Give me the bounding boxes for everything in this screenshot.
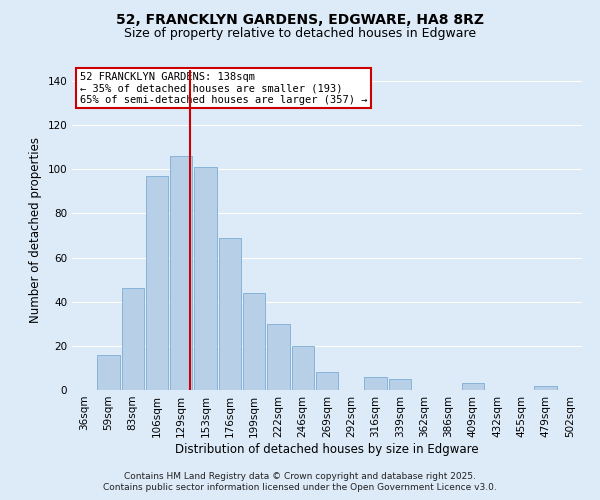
Bar xyxy=(243,293,265,390)
Bar xyxy=(194,167,217,390)
Text: Size of property relative to detached houses in Edgware: Size of property relative to detached ho… xyxy=(124,28,476,40)
Text: 52 FRANCKLYN GARDENS: 138sqm
← 35% of detached houses are smaller (193)
65% of s: 52 FRANCKLYN GARDENS: 138sqm ← 35% of de… xyxy=(80,72,367,105)
Bar xyxy=(389,379,411,390)
Bar xyxy=(146,176,168,390)
Bar xyxy=(97,354,119,390)
Y-axis label: Number of detached properties: Number of detached properties xyxy=(29,137,42,323)
Bar xyxy=(364,377,387,390)
Text: Contains public sector information licensed under the Open Government Licence v3: Contains public sector information licen… xyxy=(103,484,497,492)
Bar xyxy=(535,386,557,390)
Bar xyxy=(292,346,314,390)
Text: Contains HM Land Registry data © Crown copyright and database right 2025.: Contains HM Land Registry data © Crown c… xyxy=(124,472,476,481)
Text: 52, FRANCKLYN GARDENS, EDGWARE, HA8 8RZ: 52, FRANCKLYN GARDENS, EDGWARE, HA8 8RZ xyxy=(116,12,484,26)
Bar xyxy=(218,238,241,390)
Bar xyxy=(170,156,193,390)
X-axis label: Distribution of detached houses by size in Edgware: Distribution of detached houses by size … xyxy=(175,442,479,456)
Bar xyxy=(316,372,338,390)
Bar xyxy=(267,324,290,390)
Bar xyxy=(461,384,484,390)
Bar xyxy=(122,288,144,390)
